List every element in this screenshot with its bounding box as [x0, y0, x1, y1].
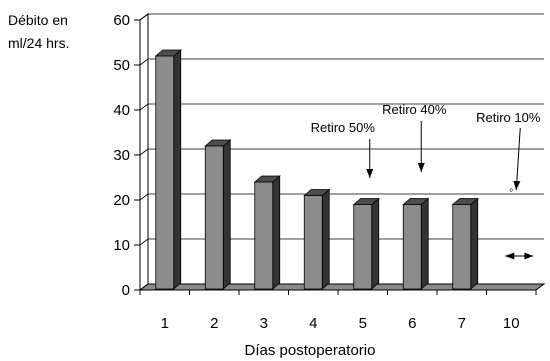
y-tick-label: 30 [113, 147, 130, 164]
bar-front-face [353, 204, 373, 290]
annotation: Retiro 40% [382, 102, 447, 172]
bar-4 [303, 188, 331, 290]
x-tick-label: 7 [458, 315, 466, 332]
annotation-arrow [513, 127, 521, 191]
bar-5 [352, 197, 380, 290]
gridline-wall [139, 13, 149, 21]
annotation: Retiro 50% [311, 120, 376, 178]
bar-side-face [173, 49, 182, 290]
x-tick-label: 1 [161, 315, 169, 332]
x-tick-label: 10 [503, 315, 520, 332]
bar-side-face [272, 175, 281, 290]
annotations: Retiro 50% Retiro 40% Retiro 10% ° [311, 102, 541, 260]
bar-front-face [303, 195, 323, 290]
bar-3 [253, 175, 281, 290]
x-axis: 1 2 3 4 5 6 7 10 [139, 290, 537, 332]
floor [138, 283, 546, 291]
bar-side-face [470, 197, 479, 290]
bars [154, 49, 479, 290]
x-axis-label: Días postoperatorio [245, 342, 376, 359]
y-tick-label: 40 [113, 102, 130, 119]
x-tick-label: 3 [260, 315, 268, 332]
bar-side-face [420, 197, 429, 290]
bar-front-face [402, 204, 422, 290]
bar-front-face [204, 145, 224, 290]
bar-front-face [254, 181, 274, 290]
bar-front-face [452, 204, 472, 290]
y-tick-label: 0 [122, 282, 130, 299]
y-tick-label: 60 [113, 12, 130, 29]
bar-1 [154, 49, 182, 290]
bar-side-face [371, 197, 380, 290]
y-tick-label: 50 [113, 57, 130, 74]
gridline-wall [139, 193, 149, 201]
y-axis-label-line-2: ml/24 hrs. [8, 35, 69, 51]
bar-front-face [155, 55, 175, 290]
bar-6 [402, 197, 430, 290]
x-tick-label: 4 [309, 315, 317, 332]
annotation-label: Retiro 40% [382, 102, 447, 117]
gridline-wall [139, 148, 149, 156]
gridline-wall [139, 238, 149, 246]
annotation: Retiro 10% [476, 110, 541, 191]
y-tick-label: 10 [113, 237, 130, 254]
bar-7 [451, 197, 479, 290]
y-tick-label: 20 [113, 192, 130, 209]
gridline-wall [139, 58, 149, 66]
bar-2 [204, 139, 232, 290]
y-axis-label: Débito en ml/24 hrs. [8, 12, 72, 51]
annotation-label: Retiro 10% [476, 110, 541, 125]
x-tick-label: 6 [408, 315, 416, 332]
bar-side-face [222, 139, 231, 290]
x-tick-label: 2 [210, 315, 218, 332]
gridline-wall [139, 103, 149, 111]
y-axis-label-line-1: Débito en [8, 12, 68, 28]
y-axis: 0 10 20 30 40 50 60 [113, 12, 140, 299]
annotation-label: Retiro 50% [311, 120, 376, 135]
x-tick-label: 5 [359, 315, 367, 332]
small-marker: ° [509, 188, 513, 199]
plot-walls [138, 13, 546, 291]
bar-side-face [321, 188, 330, 290]
